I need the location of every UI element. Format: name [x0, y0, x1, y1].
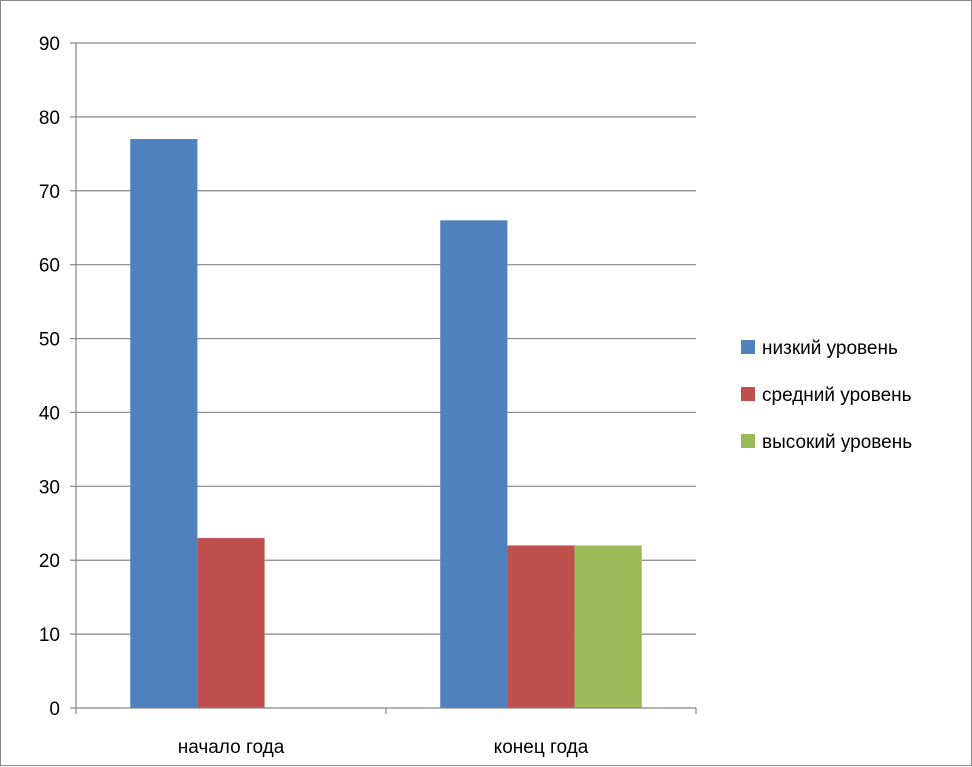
legend-swatch — [741, 340, 755, 354]
legend-swatch — [741, 434, 755, 448]
x-axis-ticks: начало года конец года — [75, 708, 697, 758]
y-tick-label: 30 — [39, 477, 60, 498]
bar-2-1 — [574, 545, 642, 708]
y-tick-label: 90 — [39, 34, 60, 55]
bar-1-0 — [197, 538, 265, 708]
y-axis-ticks: 0 10 20 30 40 50 60 70 80 90 — [39, 34, 76, 720]
legend-label: высокий уровень — [762, 432, 912, 453]
y-tick-label: 40 — [39, 403, 60, 424]
bar-0-0 — [130, 139, 198, 709]
y-tick-label: 80 — [39, 108, 60, 129]
bar-1-1 — [507, 545, 575, 708]
legend-label: низкий уровень — [762, 338, 898, 359]
y-tick-label: 70 — [39, 182, 60, 203]
x-tick-label: начало года — [178, 737, 285, 758]
y-tick-label: 0 — [49, 699, 60, 720]
bar-0-1 — [440, 220, 508, 709]
y-tick-label: 10 — [39, 625, 60, 646]
y-tick-label: 60 — [39, 256, 60, 277]
bars — [130, 139, 642, 709]
y-tick-label: 20 — [39, 551, 60, 572]
legend-label: средний уровень — [762, 385, 912, 406]
x-tick-label: конец года — [494, 737, 589, 758]
legend: низкий уровень средний уровень высокий уро… — [741, 338, 912, 453]
y-tick-label: 50 — [39, 330, 60, 351]
legend-swatch — [741, 387, 755, 401]
